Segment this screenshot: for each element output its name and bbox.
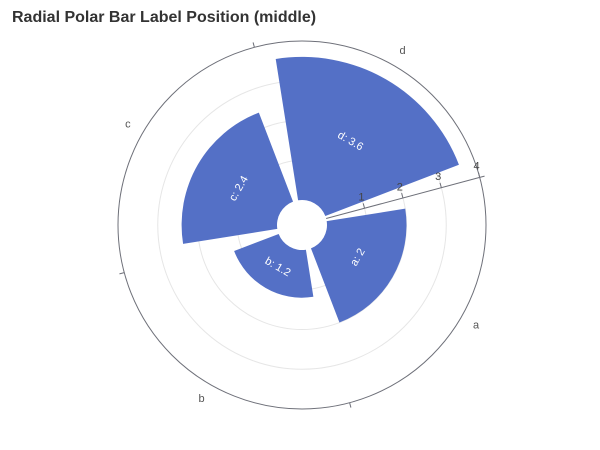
bar-a[interactable] <box>310 208 407 323</box>
radial-tick <box>362 203 366 209</box>
category-label-b: b <box>198 393 204 405</box>
bar-c[interactable] <box>181 112 294 244</box>
outer-axis-circle <box>117 40 487 410</box>
radial-tick-label: 1 <box>358 192 364 204</box>
axis-layer <box>119 42 485 408</box>
category-label-d: d <box>399 45 405 57</box>
bar-d[interactable] <box>275 56 459 217</box>
radial-tick <box>477 172 481 178</box>
radial-tick-label: 4 <box>474 161 480 173</box>
radial-tick <box>401 192 404 199</box>
angle-tick <box>252 42 255 48</box>
bar-layer <box>181 56 459 323</box>
radial-tick-label: 3 <box>435 171 441 183</box>
radial-tick <box>439 182 442 188</box>
radial-tick-label: 2 <box>397 181 403 193</box>
angle-tick <box>349 402 352 408</box>
angle-tick <box>479 175 485 178</box>
category-label-a: a <box>473 319 480 331</box>
chart-title: Radial Polar Bar Label Position (middle) <box>12 9 317 26</box>
angle-tick <box>119 272 125 275</box>
category-label-c: c <box>125 118 131 130</box>
bar-b[interactable] <box>234 233 314 298</box>
